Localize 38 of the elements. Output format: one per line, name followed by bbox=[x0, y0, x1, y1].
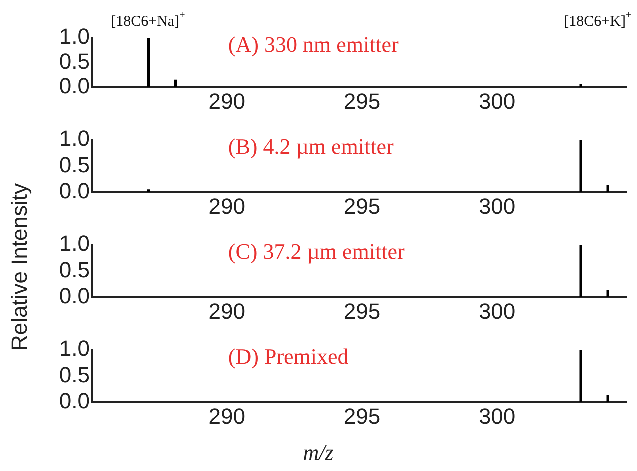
y-tick-label: 0.5 bbox=[59, 257, 90, 282]
y-tick-label: 0.0 bbox=[59, 284, 90, 309]
bar bbox=[147, 38, 150, 88]
y-tick-label: 0.5 bbox=[59, 152, 90, 178]
text: [18C6+K]+ bbox=[564, 10, 632, 30]
bar bbox=[580, 140, 582, 192]
x-tick-label: 295 bbox=[344, 88, 381, 114]
x-tick-label: 290 bbox=[208, 298, 246, 324]
bar bbox=[606, 185, 610, 192]
chart-title: (A) 330 nm emitter bbox=[228, 32, 400, 57]
x-tick-label: 300 bbox=[478, 404, 516, 429]
x-axis-title: m/z bbox=[302, 440, 335, 466]
x-tick-label: 300 bbox=[478, 298, 516, 324]
y-tick-label: 0.5 bbox=[59, 362, 90, 388]
x-tick-label: 300 bbox=[478, 88, 516, 114]
y-tick-label: 0.5 bbox=[59, 48, 90, 74]
y-tick-label: 1.0 bbox=[59, 231, 90, 256]
y-tick-label: 0.0 bbox=[59, 74, 90, 99]
y-tick-label: 0.0 bbox=[59, 178, 90, 204]
y-axis-title: Relative Intensity bbox=[7, 183, 33, 351]
x-tick-label: 295 bbox=[344, 298, 381, 324]
chart-title: (C) 37.2 µm emitter bbox=[228, 238, 406, 264]
chart-title: (B) 4.2 µm emitter bbox=[228, 134, 395, 159]
y-tick-label: 0.0 bbox=[59, 388, 90, 414]
y-tick-label: 1.0 bbox=[59, 126, 90, 152]
y-tick-label: 1.0 bbox=[59, 24, 90, 50]
bar bbox=[174, 80, 178, 88]
y-tick-label: 1.0 bbox=[59, 336, 90, 362]
chart-title: (D) Premixed bbox=[228, 344, 349, 369]
text: [18C6+Na]+ bbox=[111, 10, 186, 30]
x-tick-label: 300 bbox=[478, 194, 516, 219]
x-tick-label: 290 bbox=[208, 88, 246, 114]
x-tick-label: 290 bbox=[208, 404, 246, 429]
bar bbox=[580, 84, 582, 88]
x-tick-label: 295 bbox=[344, 194, 381, 219]
x-tick-label: 295 bbox=[344, 404, 381, 429]
x-tick-label: 290 bbox=[208, 194, 246, 219]
bar bbox=[147, 190, 150, 192]
